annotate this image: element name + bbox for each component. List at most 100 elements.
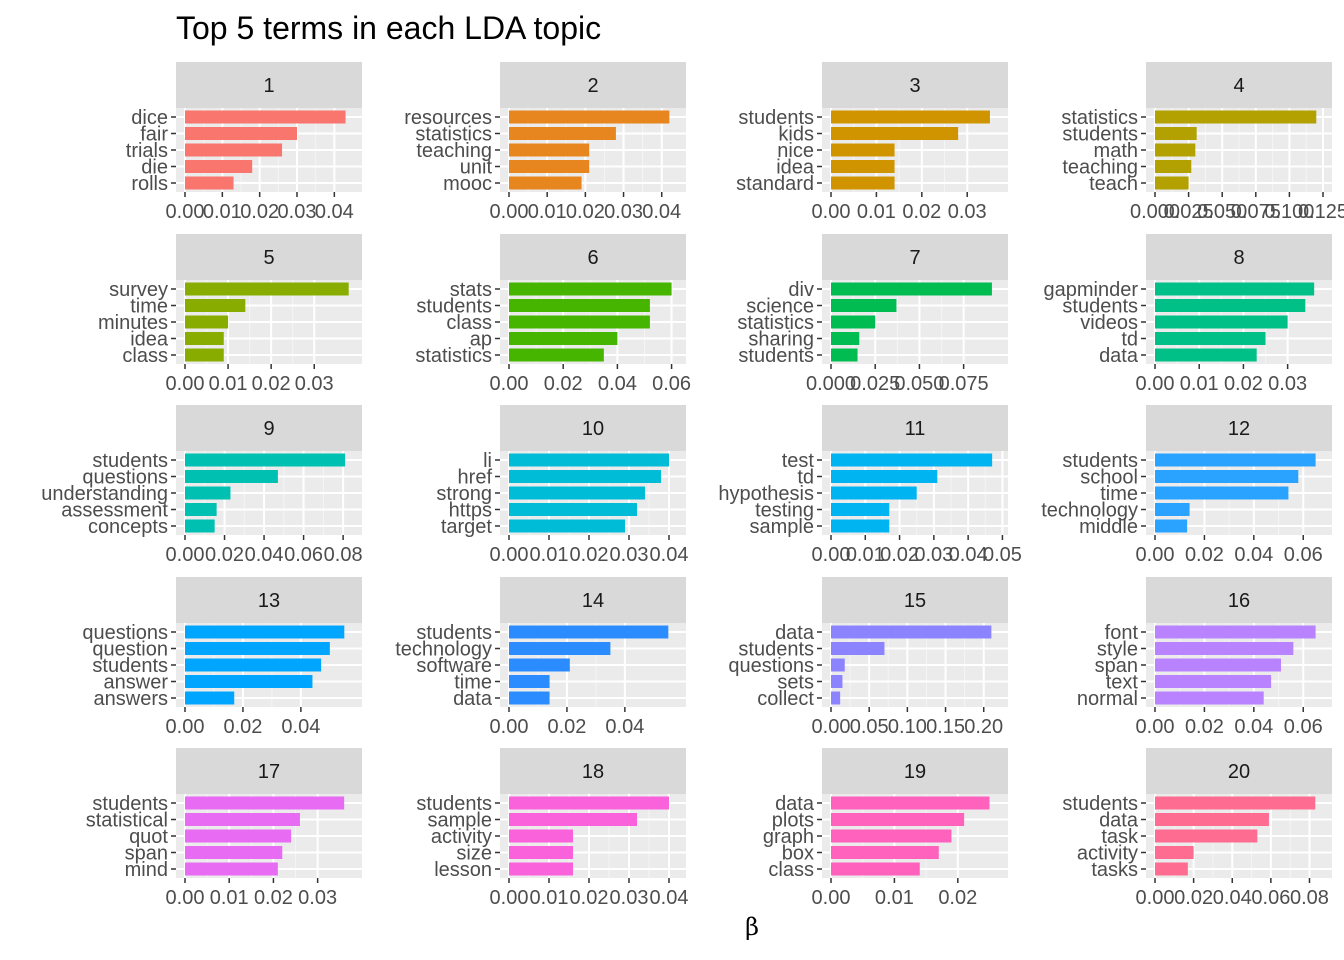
- bar-target: [509, 519, 625, 533]
- bar-teach: [1155, 176, 1189, 190]
- x-tick-label: 0.04: [1234, 716, 1273, 738]
- y-tick-label: time: [454, 672, 492, 694]
- x-tick-label: 0.02: [547, 716, 586, 738]
- y-tick-label: idea: [776, 157, 815, 179]
- bar-https: [509, 503, 637, 516]
- bar-assessment: [185, 503, 217, 516]
- bar-answer: [185, 675, 313, 688]
- x-tick-label: 0.000: [806, 373, 856, 395]
- facet-strip: [500, 62, 686, 108]
- facet-strip-label: 17: [258, 761, 280, 783]
- x-tick-label: 0.04: [1213, 887, 1252, 909]
- y-tick-label: survey: [109, 279, 168, 301]
- x-tick-label: 0.03: [914, 544, 953, 566]
- x-tick-label: 0.20: [964, 716, 1003, 738]
- bar-understanding: [185, 486, 231, 500]
- y-tick-label: concepts: [88, 516, 168, 538]
- facet-strip-label: 6: [587, 247, 598, 269]
- x-tick-label: 0.04: [650, 544, 689, 566]
- bar-students: [1155, 796, 1316, 810]
- x-tick-label: 0.025: [1164, 201, 1214, 223]
- y-tick-label: plots: [772, 810, 814, 832]
- bar-students: [185, 796, 345, 810]
- y-tick-label: standard: [736, 173, 814, 195]
- x-tick-label: 0.00: [166, 544, 205, 566]
- y-tick-label: science: [746, 296, 814, 318]
- x-tick-label: 0.01: [1180, 373, 1219, 395]
- bar-time: [1155, 486, 1289, 500]
- bar-class: [509, 315, 650, 329]
- bar-teaching: [1155, 160, 1192, 173]
- x-tick-label: 0.08: [1290, 887, 1329, 909]
- facet-strip-label: 11: [905, 418, 926, 440]
- x-tick-label: 0.00: [1136, 887, 1175, 909]
- x-tick-label: 0.02: [570, 887, 609, 909]
- bar-question: [185, 642, 330, 655]
- y-tick-label: hypothesis: [718, 483, 814, 505]
- x-tick-label: 0.01: [530, 544, 569, 566]
- bar-science: [831, 299, 897, 312]
- y-tick-label: students: [416, 296, 492, 318]
- bar-technology: [509, 642, 611, 655]
- y-tick-label: minutes: [98, 312, 168, 334]
- y-tick-label: die: [141, 157, 168, 179]
- x-tick-label: 0.00: [812, 716, 851, 738]
- x-tick-label: 0.03: [1268, 373, 1307, 395]
- y-tick-label: statistics: [737, 312, 814, 334]
- y-tick-label: students: [416, 793, 492, 815]
- y-tick-label: gapminder: [1043, 279, 1138, 301]
- bar-tasks: [1155, 862, 1188, 876]
- topic-panel-9: 9 studentsquestionsunderstandingassessmen…: [41, 405, 363, 566]
- y-tick-label: data: [775, 793, 815, 815]
- bar-die: [185, 160, 253, 173]
- bar-school: [1155, 470, 1299, 483]
- bar-resources: [509, 110, 670, 124]
- bar-students: [509, 796, 669, 810]
- bar-data: [831, 796, 990, 810]
- x-tick-label: 0.00: [812, 544, 851, 566]
- facet-strip: [1146, 234, 1332, 280]
- facet-panels: 1dicefairtrialsdierolls0.000.010.020.030…: [41, 62, 1344, 909]
- y-tick-label: students: [1062, 793, 1138, 815]
- x-tick-label: 0.01: [210, 887, 249, 909]
- x-tick-label: 0.01: [875, 887, 914, 909]
- bar-kids: [831, 127, 959, 140]
- x-tick-label: 0.075: [939, 373, 989, 395]
- bar-videos: [1155, 315, 1288, 329]
- y-tick-label: rolls: [131, 173, 168, 195]
- facet-strip-label: 15: [904, 590, 926, 612]
- bar-mind: [185, 862, 278, 876]
- y-tick-label: test: [782, 450, 815, 472]
- y-tick-label: ap: [470, 329, 492, 351]
- facet-strip: [822, 234, 1008, 280]
- x-tick-label: 0.05: [850, 716, 889, 738]
- x-tick-label: 0.02: [223, 716, 262, 738]
- bar-sharing: [831, 332, 860, 345]
- y-tick-label: students: [738, 639, 814, 661]
- bar-sets: [831, 675, 843, 688]
- bar-class: [831, 862, 920, 876]
- x-tick-label: 0.04: [281, 716, 320, 738]
- x-tick-label: 0.04: [245, 544, 284, 566]
- x-tick-label: 0.02: [240, 201, 279, 223]
- x-tick-label: 0.100: [1264, 201, 1314, 223]
- y-tick-label: text: [1106, 672, 1139, 694]
- y-tick-label: teaching: [1062, 157, 1138, 179]
- bar-quot: [185, 829, 292, 843]
- x-tick-label: 0.02: [254, 887, 293, 909]
- facet-strip-label: 5: [263, 247, 274, 269]
- y-tick-label: unit: [460, 157, 493, 179]
- bar-mooc: [509, 176, 582, 190]
- facet-strip: [176, 748, 362, 794]
- bar-students: [509, 625, 669, 639]
- facet-strip: [1146, 405, 1332, 451]
- x-tick-label: 0.06: [1284, 544, 1323, 566]
- y-tick-label: sample: [750, 516, 814, 538]
- bar-data: [1155, 348, 1257, 362]
- bar-statistics: [831, 315, 876, 329]
- y-tick-label: understanding: [41, 483, 168, 505]
